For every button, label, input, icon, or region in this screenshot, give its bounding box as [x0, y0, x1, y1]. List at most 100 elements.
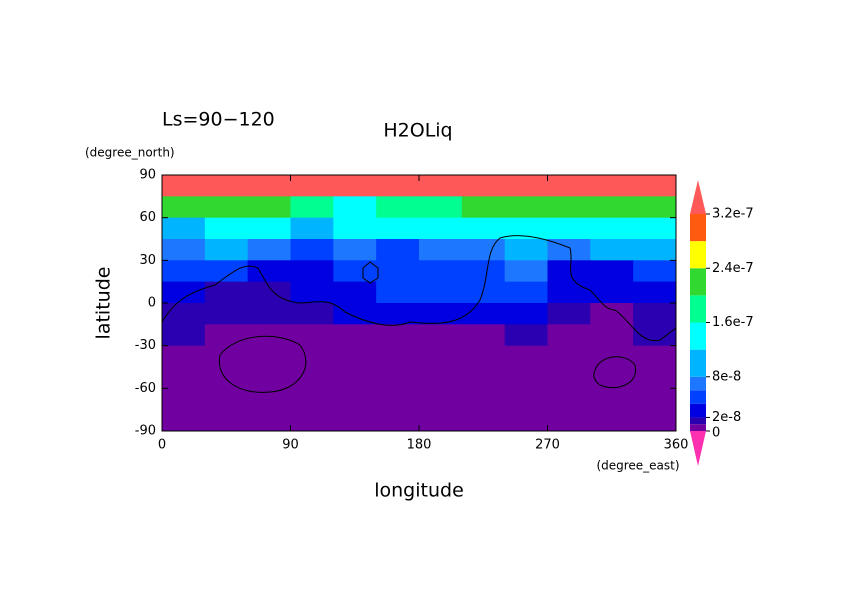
contour-cell	[504, 324, 548, 347]
contour-cell	[547, 239, 591, 261]
colorbar-band	[690, 268, 706, 296]
contour-cell	[376, 281, 420, 304]
contour-cell	[290, 239, 334, 261]
contour-cell	[290, 303, 334, 325]
contour-cell	[333, 281, 377, 304]
contour-cell	[419, 388, 463, 411]
contour-cell	[162, 409, 206, 432]
contour-cell	[633, 260, 677, 283]
contour-cell	[290, 345, 334, 368]
contour-cell	[204, 239, 249, 261]
chart-subtitle: Ls=90−120	[162, 109, 275, 131]
contour-cell	[204, 303, 249, 325]
colorbar-tick-label: 0	[712, 426, 720, 441]
contour-cell	[547, 324, 591, 347]
contour-cell	[247, 388, 291, 411]
contour-cell	[419, 260, 463, 283]
contour-cell	[376, 196, 420, 219]
x-tick-label: 0	[158, 438, 166, 453]
colorbar-band	[690, 403, 706, 418]
contour-cell	[504, 388, 548, 411]
contour-cell	[419, 345, 463, 368]
contour-cell	[590, 324, 634, 347]
contour-cell	[204, 409, 249, 432]
contour-cell	[290, 175, 334, 197]
contour-cell	[590, 281, 634, 304]
contour-cell	[504, 175, 548, 197]
contour-cell	[247, 324, 291, 347]
contour-cell	[461, 175, 506, 197]
x-tick-label: 90	[282, 438, 299, 453]
colorbar-over	[690, 180, 706, 214]
contour-cell	[461, 345, 506, 368]
contour-cell	[162, 388, 206, 411]
contour-cell	[633, 239, 677, 261]
contour-cell	[204, 260, 249, 283]
contour-cell	[204, 175, 249, 197]
contour-cell	[590, 196, 634, 219]
contour-cell	[204, 367, 249, 389]
contour-cell	[419, 367, 463, 389]
contour-cell	[504, 345, 548, 368]
contour-cell	[590, 217, 634, 240]
contour-cell	[333, 409, 377, 432]
x-tick-label: 360	[664, 438, 689, 453]
colorbar-band	[690, 417, 706, 425]
contour-cell	[504, 196, 548, 219]
chart-title: H2OLiq	[383, 120, 452, 142]
contour-cell	[162, 260, 206, 283]
contour-cell	[547, 196, 591, 219]
colorbar-under	[690, 431, 706, 466]
contour-cell	[333, 303, 377, 325]
contour-cell	[162, 175, 206, 197]
contour-cell	[633, 409, 677, 432]
colorbar-tick-label: 8e-8	[712, 369, 741, 384]
contour-cell	[419, 196, 463, 219]
contour-cell	[419, 217, 463, 240]
y-tick-label: 60	[139, 210, 156, 225]
contour-cell	[590, 175, 634, 197]
contour-cell	[461, 217, 506, 240]
contour-cell	[376, 345, 420, 368]
x-unit: (degree_east)	[596, 459, 679, 473]
contour-cell	[162, 345, 206, 368]
contour-cell	[461, 196, 506, 219]
contour-cell	[290, 388, 334, 411]
contour-cell	[247, 196, 291, 219]
colorbar-band	[690, 322, 706, 350]
contour-cell	[162, 303, 206, 325]
contour-cell	[290, 196, 334, 219]
contour-line	[593, 356, 637, 389]
contour-cell	[376, 260, 420, 283]
contour-cell	[461, 388, 506, 411]
contour-cell	[376, 367, 420, 389]
contour-cell	[547, 367, 591, 389]
contour-cell	[633, 217, 677, 240]
colorbar-band	[690, 424, 706, 431]
contour-cell	[162, 324, 206, 347]
contour-cell	[376, 239, 420, 261]
contour-cell	[162, 239, 206, 261]
colorbar-band	[690, 241, 706, 269]
x-tick-label: 270	[535, 438, 560, 453]
contour-cell	[204, 324, 249, 347]
contour-cell	[419, 175, 463, 197]
contour-cell	[333, 217, 377, 240]
contour-cell	[290, 217, 334, 240]
contour-cell	[333, 324, 377, 347]
contour-cell	[204, 388, 249, 411]
contour-cell	[204, 217, 249, 240]
contour-cell	[633, 345, 677, 368]
contour-cell	[547, 175, 591, 197]
y-unit: (degree_north)	[85, 146, 175, 160]
contour-cell	[247, 175, 291, 197]
contour-line	[362, 261, 379, 284]
contour-cell	[590, 388, 634, 411]
contour-cell	[162, 217, 206, 240]
contour-cell	[504, 281, 548, 304]
contour-cell	[461, 367, 506, 389]
contour-cell	[590, 239, 634, 261]
y-axis-label: latitude	[93, 267, 115, 340]
contour-cell	[333, 239, 377, 261]
